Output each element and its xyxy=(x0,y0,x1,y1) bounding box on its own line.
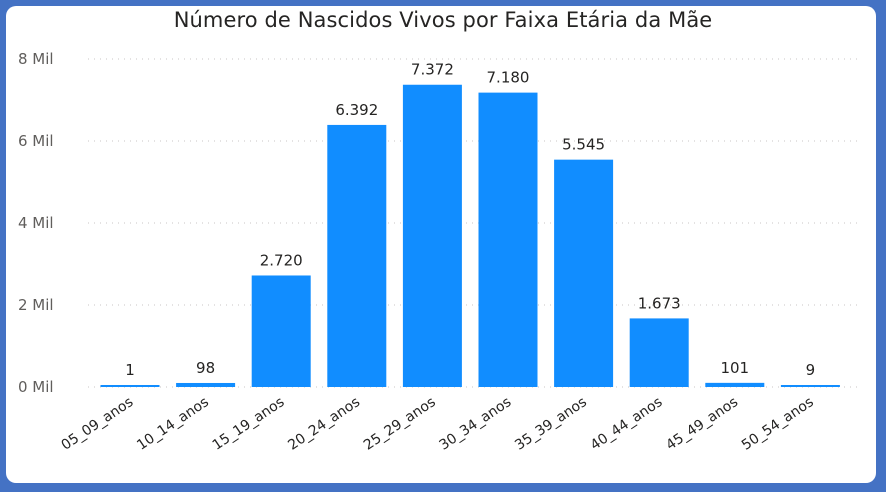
y-tick-label: 4 Mil xyxy=(18,214,54,232)
bar xyxy=(705,382,765,387)
x-tick-label: 20_24_anos xyxy=(285,394,363,454)
data-label: 7.372 xyxy=(411,61,454,79)
bar xyxy=(554,159,614,387)
data-label: 6.392 xyxy=(335,101,378,119)
chart-title: Número de Nascidos Vivos por Faixa Etári… xyxy=(173,8,713,32)
bar xyxy=(251,275,311,387)
x-tick-label: 10_14_anos xyxy=(134,394,212,454)
y-tick-label: 2 Mil xyxy=(18,296,54,314)
data-label: 5.545 xyxy=(562,136,605,154)
bar xyxy=(402,84,462,388)
y-tick-label: 8 Mil xyxy=(18,50,54,68)
x-tick-label: 05_09_anos xyxy=(59,394,137,454)
bar xyxy=(629,318,689,387)
data-label: 1.673 xyxy=(638,294,681,312)
x-tick-label: 35_39_anos xyxy=(512,394,590,454)
data-label: 7.180 xyxy=(487,69,530,87)
x-tick-label: 25_29_anos xyxy=(361,394,439,454)
bar xyxy=(176,382,236,387)
data-label: 101 xyxy=(720,359,749,377)
bar xyxy=(780,385,840,387)
x-tick-label: 30_34_anos xyxy=(437,394,515,454)
bar xyxy=(478,92,538,388)
bar xyxy=(327,124,387,387)
y-tick-label: 0 Mil xyxy=(18,378,54,396)
x-tick-label: 40_44_anos xyxy=(588,394,666,454)
x-tick-label: 15_19_anos xyxy=(210,394,288,454)
data-label: 98 xyxy=(196,359,215,377)
x-tick-label: 45_49_anos xyxy=(663,394,741,454)
data-label: 1 xyxy=(125,361,135,379)
y-tick-label: 6 Mil xyxy=(18,132,54,150)
data-label: 2.720 xyxy=(260,251,303,269)
data-label: 9 xyxy=(806,361,816,379)
x-tick-label: 50_54_anos xyxy=(739,394,817,454)
bar xyxy=(100,385,160,387)
